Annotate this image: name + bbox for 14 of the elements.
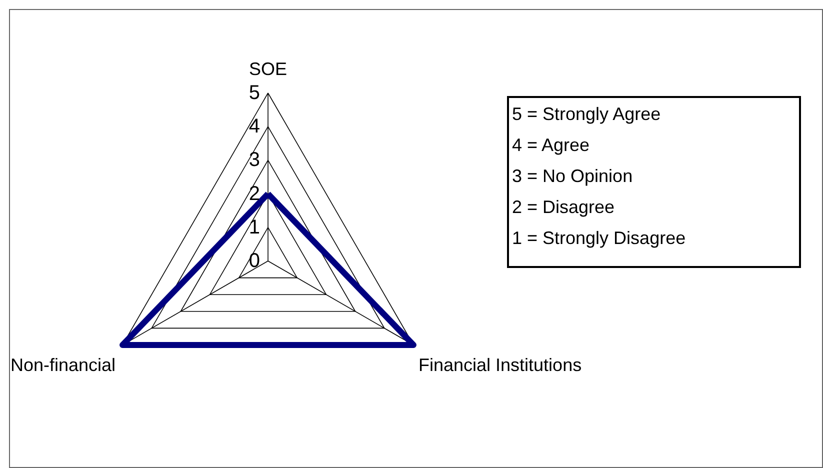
- text: 2 = Disagree: [512, 197, 615, 217]
- text: 5 = Strongly Agree: [512, 104, 661, 124]
- y-tick-label: 0: [248, 250, 260, 272]
- y-tick-label: 4: [248, 116, 260, 138]
- spoke-label: Financial Institutions: [418, 355, 582, 375]
- y-tick-label: 1: [248, 216, 260, 238]
- spoke-label: Non-financial: [10, 355, 116, 375]
- text: 3 = No Opinion: [512, 166, 633, 186]
- y-tick-label: 5: [248, 82, 260, 104]
- text: 1 = Strongly Disagree: [512, 228, 686, 248]
- y-tick-label: 2: [248, 182, 260, 205]
- y-tick-label: 3: [248, 149, 260, 172]
- text: 4 = Agree: [512, 135, 590, 155]
- spoke-label: SOE: [248, 59, 288, 79]
